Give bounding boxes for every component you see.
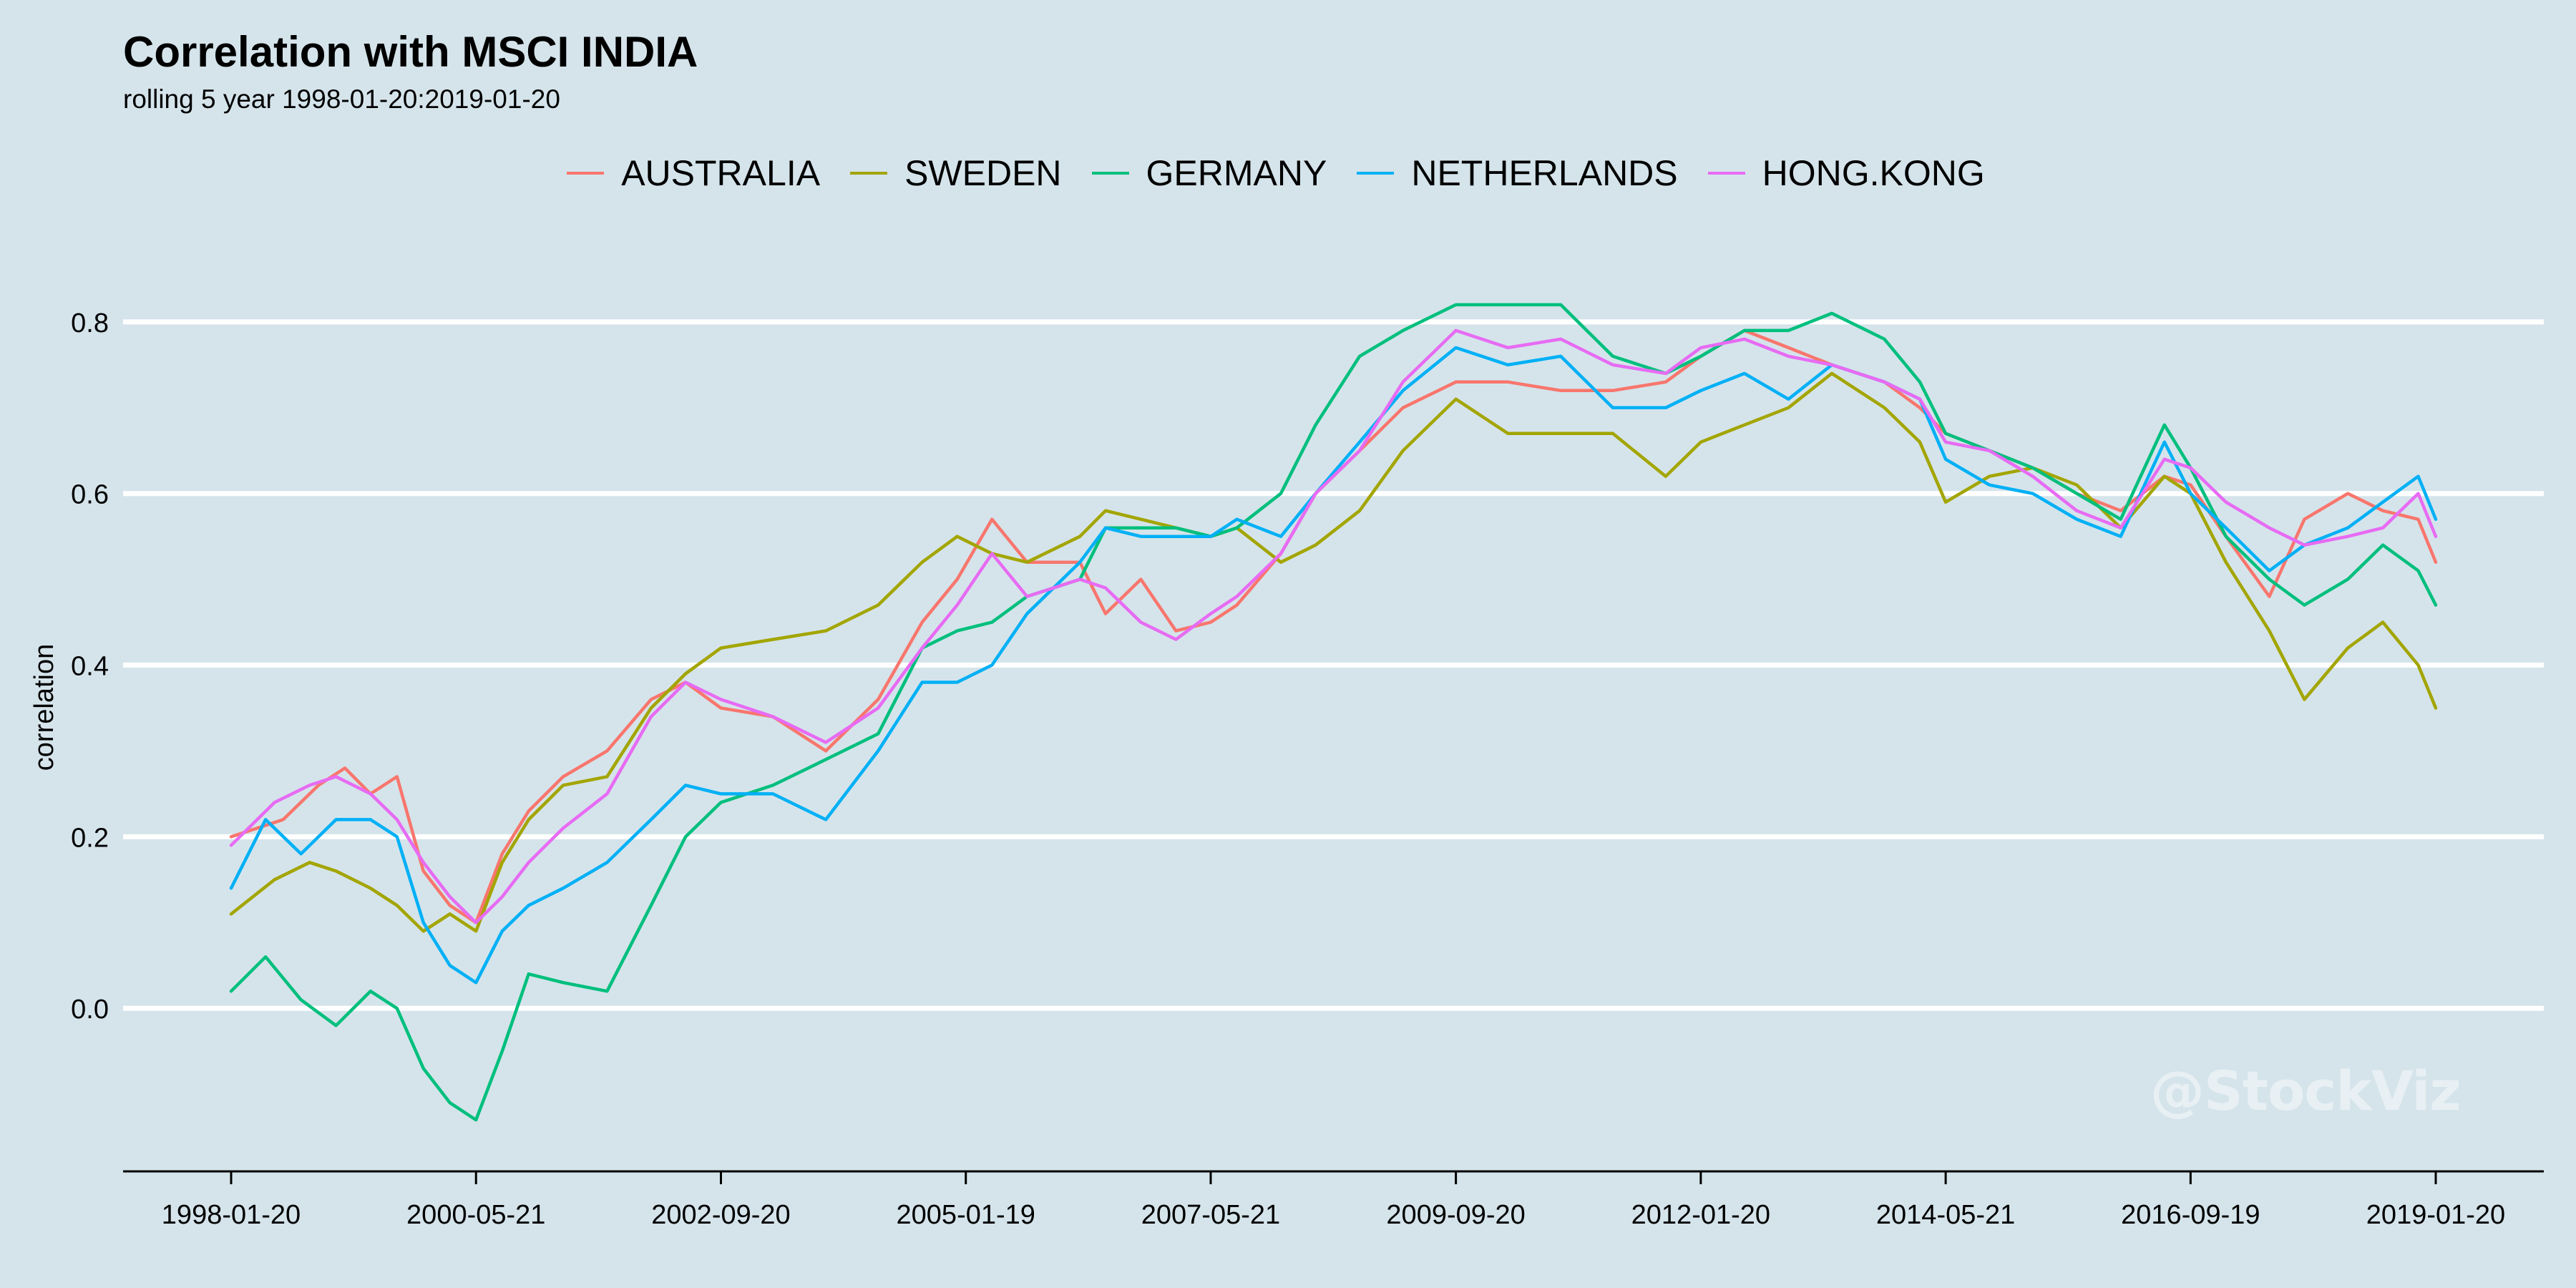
- x-tick-label: 2005-01-19: [897, 1200, 1035, 1230]
- chart-subtitle: rolling 5 year 1998-01-20:2019-01-20: [123, 84, 560, 114]
- x-tick-label: 2016-09-19: [2121, 1200, 2260, 1230]
- legend: AUSTRALIA SWEDEN GERMANY NETHERLANDS HONG.KO…: [0, 152, 2576, 195]
- legend-item: AUSTRALIA: [564, 152, 820, 195]
- legend-label: HONG.KONG: [1762, 153, 1985, 193]
- legend-item: HONG.KONG: [1705, 152, 1985, 195]
- series-line-sweden: [229, 371, 2438, 933]
- chart-title: Correlation with MSCI INDIA: [123, 28, 698, 76]
- x-tick-label: 2007-05-21: [1141, 1200, 1280, 1230]
- legend-key: [1089, 152, 1132, 195]
- legend-key: [1705, 152, 1748, 195]
- x-tick-label: 1998-01-20: [162, 1200, 301, 1230]
- legend-key: [564, 152, 607, 195]
- x-tick-label: 2019-01-20: [2366, 1200, 2505, 1230]
- legend-label: GERMANY: [1146, 153, 1327, 193]
- watermark: @StockViz: [2150, 1059, 2462, 1123]
- legend-key: [1354, 152, 1397, 195]
- y-tick-label: 0.2: [71, 823, 109, 853]
- x-tick-label: 2002-09-20: [651, 1200, 790, 1230]
- y-axis-label: correlation: [29, 644, 59, 771]
- x-tick-label: 2009-09-20: [1386, 1200, 1525, 1230]
- legend-label: AUSTRALIA: [621, 153, 821, 193]
- y-tick-label: 0.8: [71, 308, 109, 338]
- legend-key: [847, 152, 890, 195]
- legend-label: NETHERLANDS: [1411, 153, 1678, 193]
- legend-item: SWEDEN: [847, 152, 1062, 195]
- series-line-germany: [229, 303, 2438, 1122]
- x-tick-label: 2012-01-20: [1631, 1200, 1770, 1230]
- legend-label: SWEDEN: [904, 153, 1062, 193]
- x-tick-label: 2000-05-21: [406, 1200, 545, 1230]
- y-tick-label: 0.0: [71, 995, 109, 1025]
- legend-item: GERMANY: [1089, 152, 1327, 195]
- x-tick-label: 2014-05-21: [1876, 1200, 2015, 1230]
- y-tick-label: 0.4: [71, 652, 109, 682]
- y-tick-label: 0.6: [71, 480, 109, 510]
- series-line-hong-kong: [229, 328, 2438, 924]
- series-line-netherlands: [229, 346, 2438, 985]
- legend-item: NETHERLANDS: [1354, 152, 1678, 195]
- series-line-australia: [229, 328, 2438, 924]
